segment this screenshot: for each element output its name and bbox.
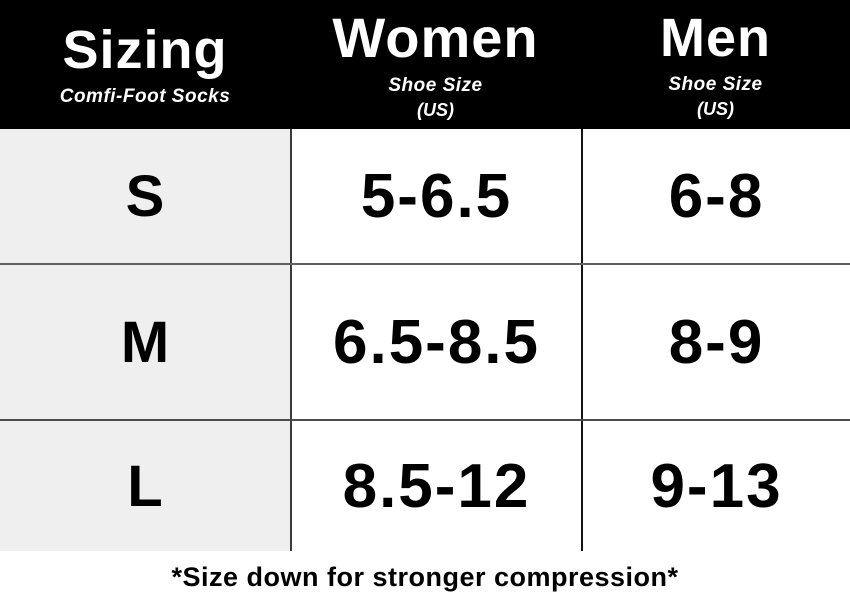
compression-note: *Size down for stronger compression*: [171, 562, 679, 592]
men-size-value: 8-9: [581, 265, 850, 419]
size-label: S: [0, 129, 290, 263]
men-column-title: Men: [660, 8, 771, 68]
men-size-value: 6-8: [581, 129, 850, 263]
header-cell-men: Men Shoe Size (US): [581, 0, 850, 129]
women-size-value: 6.5-8.5: [290, 265, 581, 419]
men-size-value: 9-13: [581, 421, 850, 551]
table-header: Sizing Comfi-Foot Socks Women Shoe Size …: [0, 0, 850, 129]
size-label: M: [0, 265, 290, 419]
men-column-subtitle: Shoe Size: [668, 74, 763, 95]
women-size-value: 8.5-12: [290, 421, 581, 551]
men-column-unit: (US): [697, 99, 734, 119]
women-column-unit: (US): [417, 100, 454, 120]
table-row-small: S 5-6.5 6-8: [0, 129, 850, 263]
women-column-title: Women: [332, 6, 539, 69]
header-cell-sizing: Sizing Comfi-Foot Socks: [0, 0, 290, 129]
women-column-subtitle: Shoe Size: [388, 75, 483, 96]
brand-subtitle: Comfi-Foot Socks: [59, 86, 231, 107]
table-row-medium: M 6.5-8.5 8-9: [0, 263, 850, 419]
women-size-value: 5-6.5: [290, 129, 581, 263]
table-row-large: L 8.5-12 9-13: [0, 419, 850, 551]
chart-title: Sizing: [62, 20, 228, 80]
size-label: L: [0, 421, 290, 551]
header-cell-women: Women Shoe Size (US): [290, 0, 581, 129]
